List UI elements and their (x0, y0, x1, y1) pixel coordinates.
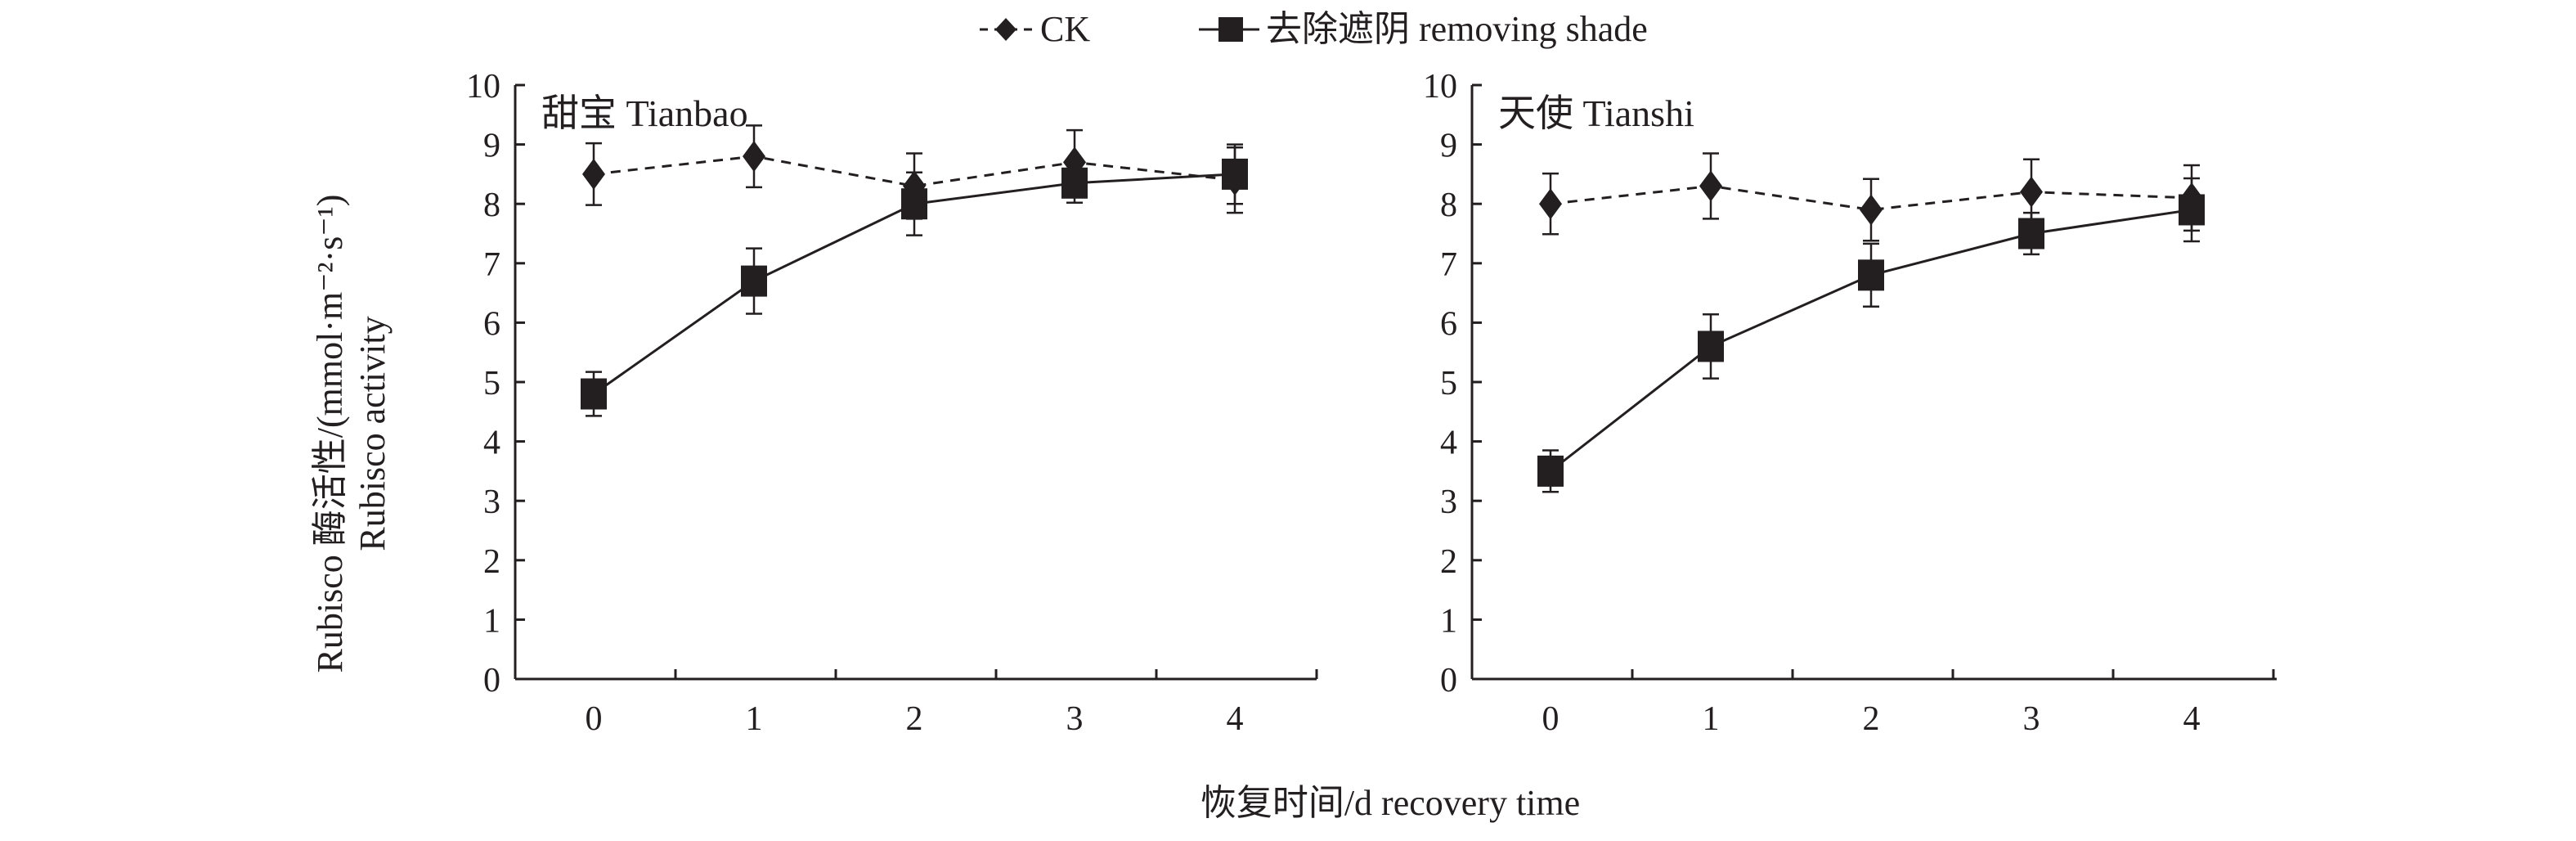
legend: CK 去除遮阴 removing shade (980, 9, 1648, 49)
x-axis-label: 恢复时间/d recovery time (1200, 783, 1580, 823)
removing-square-marker (1222, 158, 1248, 190)
y-tick-label: 3 (483, 483, 500, 521)
y-tick-label: 1 (483, 602, 500, 640)
y-tick-label: 2 (1440, 543, 1457, 581)
ck-diamond-marker (1699, 170, 1722, 202)
ck-diamond-marker (2020, 176, 2043, 208)
x-tick-label: 2 (906, 700, 923, 738)
x-tick-label: 4 (2183, 700, 2201, 738)
removing-square-marker (1061, 167, 1088, 199)
y-tick-label: 8 (483, 187, 500, 224)
y-axis-label: Rubisco 酶活性/(mmol·m⁻²·s⁻¹) (310, 195, 350, 673)
ck-diamond-marker (1539, 188, 1562, 220)
ck-diamond-marker (743, 141, 765, 173)
y-axis-title: Rubisco 酶活性/(mmol·m⁻²·s⁻¹) Rubisco activ… (310, 195, 393, 673)
x-tick-label: 4 (1227, 700, 1244, 738)
y-tick-label: 1 (1440, 602, 1457, 640)
removing-square-marker (581, 378, 607, 410)
y-tick-label: 8 (1440, 187, 1457, 224)
x-tick-label: 0 (586, 700, 603, 738)
y-tick-label: 7 (483, 246, 500, 284)
panel-title: 天使 Tianshi (1498, 92, 1694, 134)
y-tick-label: 4 (483, 425, 500, 462)
y-tick-label: 0 (1440, 662, 1457, 699)
y-tick-label: 0 (483, 662, 500, 699)
legend-removing-label: 去除遮阴 removing shade (1266, 9, 1648, 49)
ck-series-line (1550, 184, 2192, 211)
x-tick-label: 1 (1703, 700, 1720, 738)
legend-ck-diamond-icon (995, 18, 1016, 41)
legend-removing-square-icon (1218, 17, 1243, 42)
y-tick-label: 5 (483, 365, 500, 403)
y-tick-label: 10 (466, 68, 500, 106)
y-tick-label: 7 (1440, 246, 1457, 284)
y-tick-label: 9 (483, 128, 500, 165)
removing-square-marker (1698, 331, 1724, 362)
panel-tianbao: 0 1 2 3 4 5 6 7 8 9 10 0 1 2 3 4 甜宝 Tianbao (466, 68, 1318, 738)
x-tick-label: 3 (2023, 700, 2040, 738)
panel-tianshi: 0 1 2 3 4 5 6 7 8 9 10 0 1 2 3 4 天使 Tianshi (1423, 68, 2277, 738)
removing-square-marker (2179, 194, 2205, 226)
y-tick-label: 2 (483, 543, 500, 581)
removing-square-marker (1858, 259, 1884, 291)
ck-diamond-marker (1860, 194, 1883, 226)
y-tick-label: 4 (1440, 425, 1457, 462)
y-tick-label: 9 (1440, 128, 1457, 165)
y-tick-label: 6 (1440, 305, 1457, 343)
y-tick-label: 3 (1440, 483, 1457, 521)
removing-square-marker (741, 265, 767, 297)
panel-title: 甜宝 Tianbao (541, 92, 748, 134)
ck-diamond-marker (582, 158, 605, 190)
removing-square-marker (1537, 455, 1564, 487)
ck-series-line (593, 155, 1236, 187)
y-axis-label-english: Rubisco activity (352, 316, 393, 551)
removing-square-marker (2018, 218, 2044, 250)
legend-ck-label: CK (1040, 9, 1090, 49)
removing-square-marker (901, 188, 927, 220)
x-tick-label: 2 (1863, 700, 1880, 738)
y-tick-label: 6 (483, 305, 500, 343)
y-tick-label: 5 (1440, 365, 1457, 403)
x-tick-label: 3 (1066, 700, 1084, 738)
x-tick-label: 1 (746, 700, 763, 738)
x-tick-label: 0 (1542, 700, 1560, 738)
y-tick-label: 10 (1423, 68, 1457, 106)
